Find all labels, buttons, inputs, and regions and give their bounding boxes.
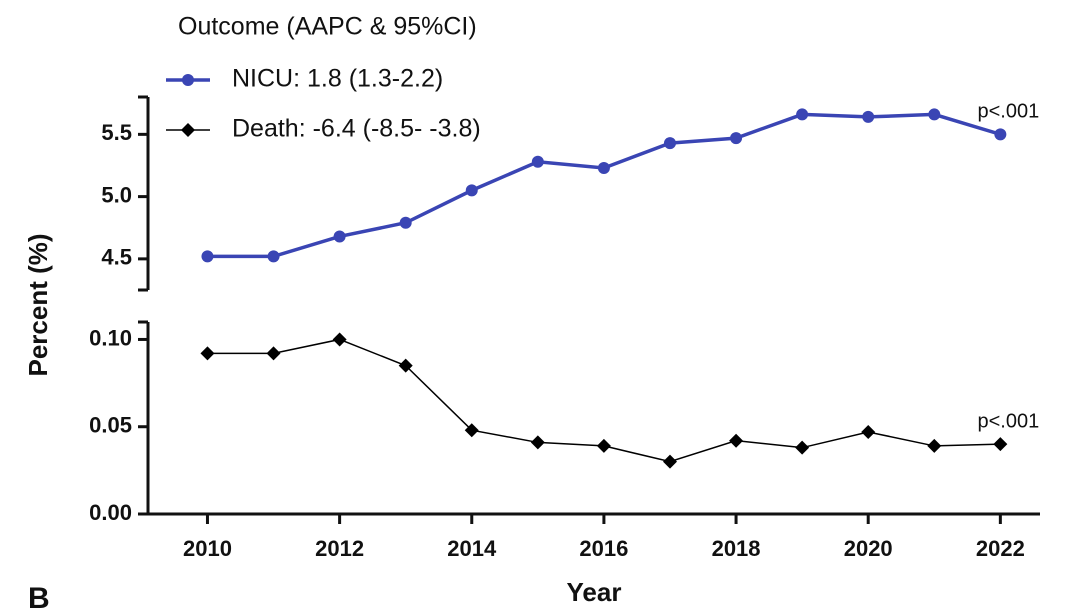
point [200, 346, 215, 361]
x-tick-label: 2016 [579, 536, 628, 561]
point [464, 423, 479, 438]
x-tick-label: 2014 [447, 536, 497, 561]
point [795, 440, 810, 455]
point [994, 128, 1007, 141]
point [993, 437, 1008, 452]
point [333, 230, 346, 243]
x-tick-label: 2018 [712, 536, 761, 561]
panel-label: B [28, 582, 50, 610]
legend-label: NICU: 1.8 (1.3-2.2) [232, 65, 443, 93]
point [861, 424, 876, 439]
legend-label: Death: -6.4 (-8.5- -3.8) [232, 115, 481, 143]
point [730, 132, 743, 145]
legend-marker [182, 74, 194, 86]
point [662, 454, 677, 469]
legend-marker [181, 123, 195, 137]
point [398, 358, 413, 373]
point [531, 155, 544, 168]
annotation: p<.001 [977, 410, 1039, 432]
y-tick-label: 0.10 [89, 325, 132, 350]
point [729, 433, 744, 448]
y-tick-label: 4.5 [101, 245, 132, 270]
point [332, 332, 347, 347]
y-tick-label: 0.05 [89, 413, 132, 438]
point [530, 435, 545, 450]
point [928, 108, 941, 121]
point [927, 438, 942, 453]
point [267, 250, 280, 263]
point [465, 184, 478, 197]
point [399, 216, 412, 229]
point [266, 346, 281, 361]
y-axis-label: Percent (%) [23, 233, 53, 376]
point [663, 137, 676, 150]
point [596, 438, 611, 453]
x-tick-label: 2022 [976, 536, 1025, 561]
point [862, 110, 875, 123]
y-tick-label: 0.00 [89, 500, 132, 525]
x-tick-label: 2012 [315, 536, 364, 561]
y-tick-label: 5.0 [101, 182, 132, 207]
point [796, 108, 809, 121]
y-tick-label: 5.5 [101, 120, 132, 145]
x-tick-label: 2020 [844, 536, 893, 561]
point [597, 161, 610, 174]
annotation: p<.001 [977, 101, 1039, 123]
chart-title: Outcome (AAPC & 95%CI) [178, 13, 477, 41]
x-tick-label: 2010 [183, 536, 232, 561]
x-axis-label: Year [567, 577, 622, 607]
point [201, 250, 214, 263]
